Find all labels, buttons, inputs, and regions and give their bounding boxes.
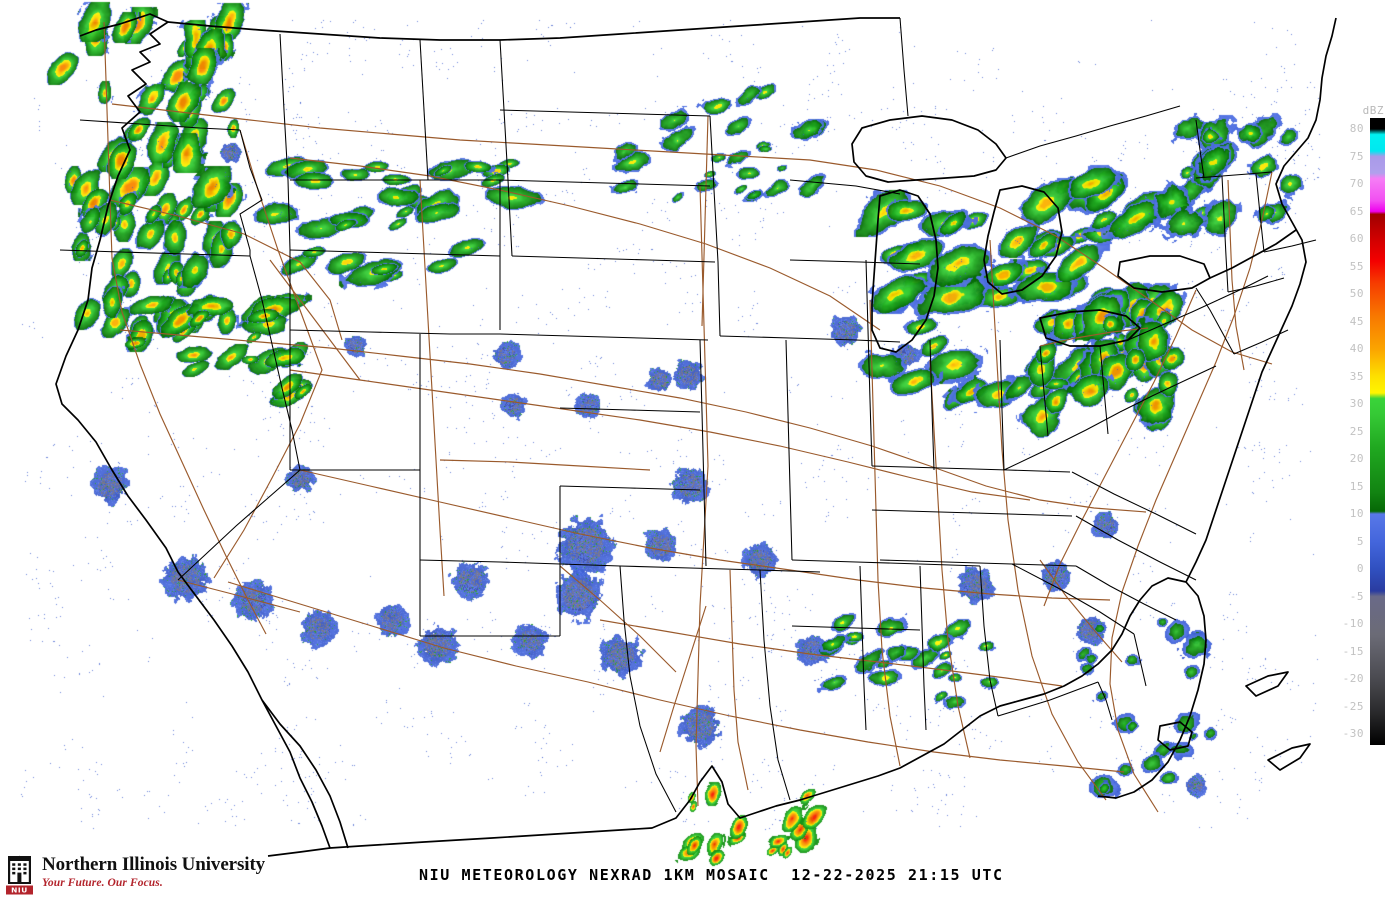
colorbar-tick: 80	[1349, 122, 1364, 135]
colorbar-tick: 75	[1349, 149, 1364, 163]
interstate-highway-lines	[103, 21, 1273, 813]
svg-text:NIU: NIU	[11, 885, 28, 894]
radar-map	[0, 0, 1340, 900]
state-border-lines	[59, 17, 1317, 813]
niu-logo: NIU Northern Illinois University Your Fu…	[6, 853, 265, 895]
colorbar-tick: 70	[1349, 177, 1364, 190]
colorbar-tick: -15	[1342, 644, 1364, 658]
colorbar-tick: 35	[1349, 369, 1364, 383]
reflectivity-colorbar: dBZ 80 75 70 65 60 55 50 45 40 35 30 25 20 15 10 5 0 -5 -1…	[1340, 0, 1390, 900]
colorbar-tick: 40	[1349, 342, 1364, 355]
radar-reflectivity-layer	[0, 0, 1340, 900]
institution-tagline: Your Future. Our Focus.	[42, 876, 163, 889]
colorbar-tick: 25	[1349, 424, 1364, 438]
colorbar-tick: 0	[1356, 562, 1364, 575]
colorbar-tick: 30	[1349, 397, 1364, 410]
colorbar-tick: -20	[1342, 672, 1364, 685]
geography-layer	[55, 13, 1337, 857]
colorbar-tick: 15	[1349, 479, 1364, 493]
colorbar-tick: 45	[1349, 314, 1364, 328]
colorbar-tick: 5	[1356, 534, 1364, 548]
colorbar-tick: -10	[1342, 617, 1364, 630]
colorbar-tick: -25	[1342, 699, 1364, 713]
colorbar-units-label: dBZ	[1362, 104, 1384, 117]
colorbar-tick: 20	[1349, 452, 1364, 465]
colorbar-tick: 60	[1349, 232, 1364, 245]
niu-altgeld-hall-icon: NIU	[6, 853, 33, 895]
niu-logo-text: Northern Illinois University Your Future…	[42, 853, 265, 889]
institution-name: Northern Illinois University	[42, 854, 266, 875]
coastline-lines	[55, 13, 1337, 857]
product-caption: NIU METEOROLOGY NEXRAD 1KM MOSAIC 12-22-…	[419, 866, 1004, 884]
colorbar-tick: -30	[1342, 727, 1364, 740]
colorbar-tick: -5	[1349, 589, 1364, 603]
colorbar-tick: 50	[1349, 287, 1364, 300]
colorbar-gradient	[1370, 118, 1385, 745]
colorbar-tick: 10	[1349, 507, 1364, 520]
colorbar-tick: 55	[1349, 259, 1364, 273]
colorbar-tick: 65	[1349, 204, 1364, 218]
